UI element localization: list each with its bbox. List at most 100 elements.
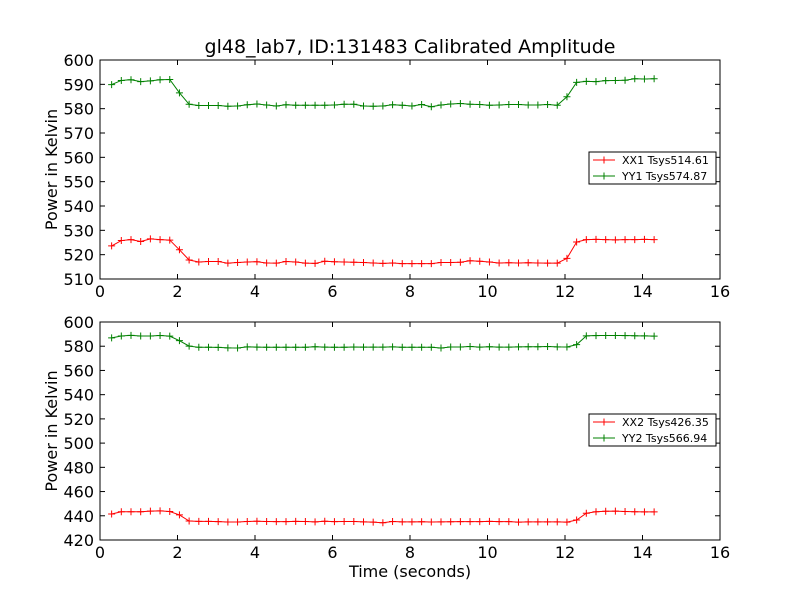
data-point (350, 258, 358, 266)
data-point (263, 259, 271, 267)
data-point (263, 517, 271, 525)
data-point (650, 332, 658, 340)
data-point (408, 343, 416, 351)
data-point (360, 102, 367, 110)
data-point (108, 242, 116, 250)
data-point (437, 344, 445, 352)
data-point (146, 507, 154, 515)
data-point (224, 344, 232, 352)
y-tick-label: 480 (63, 458, 94, 477)
data-point (243, 258, 251, 266)
data-point (282, 257, 290, 265)
data-point (398, 260, 406, 268)
data-point (524, 518, 532, 526)
data-point (476, 101, 484, 109)
data-point (418, 260, 426, 268)
data-point (447, 258, 455, 266)
data-point (573, 78, 581, 86)
data-point (456, 100, 464, 108)
data-point (466, 342, 474, 350)
y-axis-label: Power in Kelvin (42, 109, 61, 230)
data-point (369, 518, 377, 526)
data-point (292, 258, 300, 266)
data-point (185, 517, 193, 525)
data-point (544, 342, 552, 350)
x-tick-label: 12 (555, 543, 575, 562)
data-point (505, 343, 513, 351)
data-point (263, 343, 271, 351)
data-point (524, 343, 532, 351)
data-point (321, 257, 329, 265)
data-point (214, 257, 222, 265)
data-point (534, 259, 542, 267)
x-tick-label: 16 (710, 282, 730, 301)
data-point (631, 332, 639, 340)
data-point (398, 101, 406, 109)
data-point (301, 259, 309, 267)
y-tick-label: 530 (63, 221, 94, 240)
data-point (476, 257, 484, 265)
data-point (437, 101, 445, 109)
data-point (466, 518, 474, 526)
x-tick-label: 14 (632, 282, 652, 301)
data-point (108, 510, 116, 518)
data-point (495, 518, 503, 526)
data-point (214, 518, 222, 526)
data-point (379, 519, 387, 527)
data-point (146, 77, 154, 85)
y-tick-label: 500 (63, 434, 94, 453)
data-point (205, 517, 212, 525)
legend: XX2 Tsys426.35 YY2 Tsys566.94 (588, 413, 717, 447)
legend-marker (600, 434, 608, 442)
data-point (621, 332, 629, 340)
data-point (243, 101, 251, 109)
data-point (553, 101, 561, 109)
data-point (224, 259, 232, 267)
data-point (350, 100, 358, 108)
data-point (447, 343, 455, 351)
data-point (515, 259, 522, 267)
data-point (408, 102, 416, 110)
data-point (408, 260, 416, 268)
data-point (272, 518, 280, 526)
bottom-subplot: 0 2 4 6 8 10 12 14 16 420 440 460 480 500 520 540 560 580… (42, 313, 730, 581)
legend-label: XX1 Tsys514.61 (622, 154, 709, 167)
data-point (360, 343, 367, 351)
legend-label: YY2 Tsys566.94 (621, 432, 707, 445)
data-point (544, 518, 552, 526)
chart-title: gl48_lab7, ID:131483 Calibrated Amplitud… (205, 36, 616, 58)
data-point (640, 332, 648, 340)
x-axis-label: Time (seconds) (348, 562, 471, 581)
data-point (156, 236, 164, 244)
y-tick-label: 600 (63, 313, 94, 332)
data-point (146, 235, 154, 243)
data-point (156, 76, 164, 84)
data-point (534, 343, 542, 351)
data-point (582, 332, 590, 340)
data-point (602, 236, 610, 244)
data-point (350, 343, 358, 351)
data-point (175, 246, 183, 254)
data-point (485, 343, 493, 351)
data-point (563, 254, 571, 262)
data-point (485, 101, 493, 109)
data-point (282, 343, 290, 351)
x-tick-label: 10 (477, 282, 497, 301)
data-point (379, 343, 387, 351)
data-point (621, 508, 629, 516)
data-point (234, 344, 242, 352)
data-point (369, 259, 377, 267)
data-point (195, 102, 203, 110)
legend: XX1 Tsys514.61 YY1 Tsys574.87 (588, 151, 717, 185)
data-point (330, 258, 338, 266)
data-point (456, 343, 464, 351)
data-point (582, 509, 590, 517)
data-point (311, 343, 319, 351)
data-point (592, 508, 600, 516)
data-point (611, 236, 619, 244)
data-point (602, 77, 610, 85)
data-point (418, 343, 426, 351)
y-tick-label: 510 (63, 270, 94, 289)
legend-marker (600, 172, 608, 180)
